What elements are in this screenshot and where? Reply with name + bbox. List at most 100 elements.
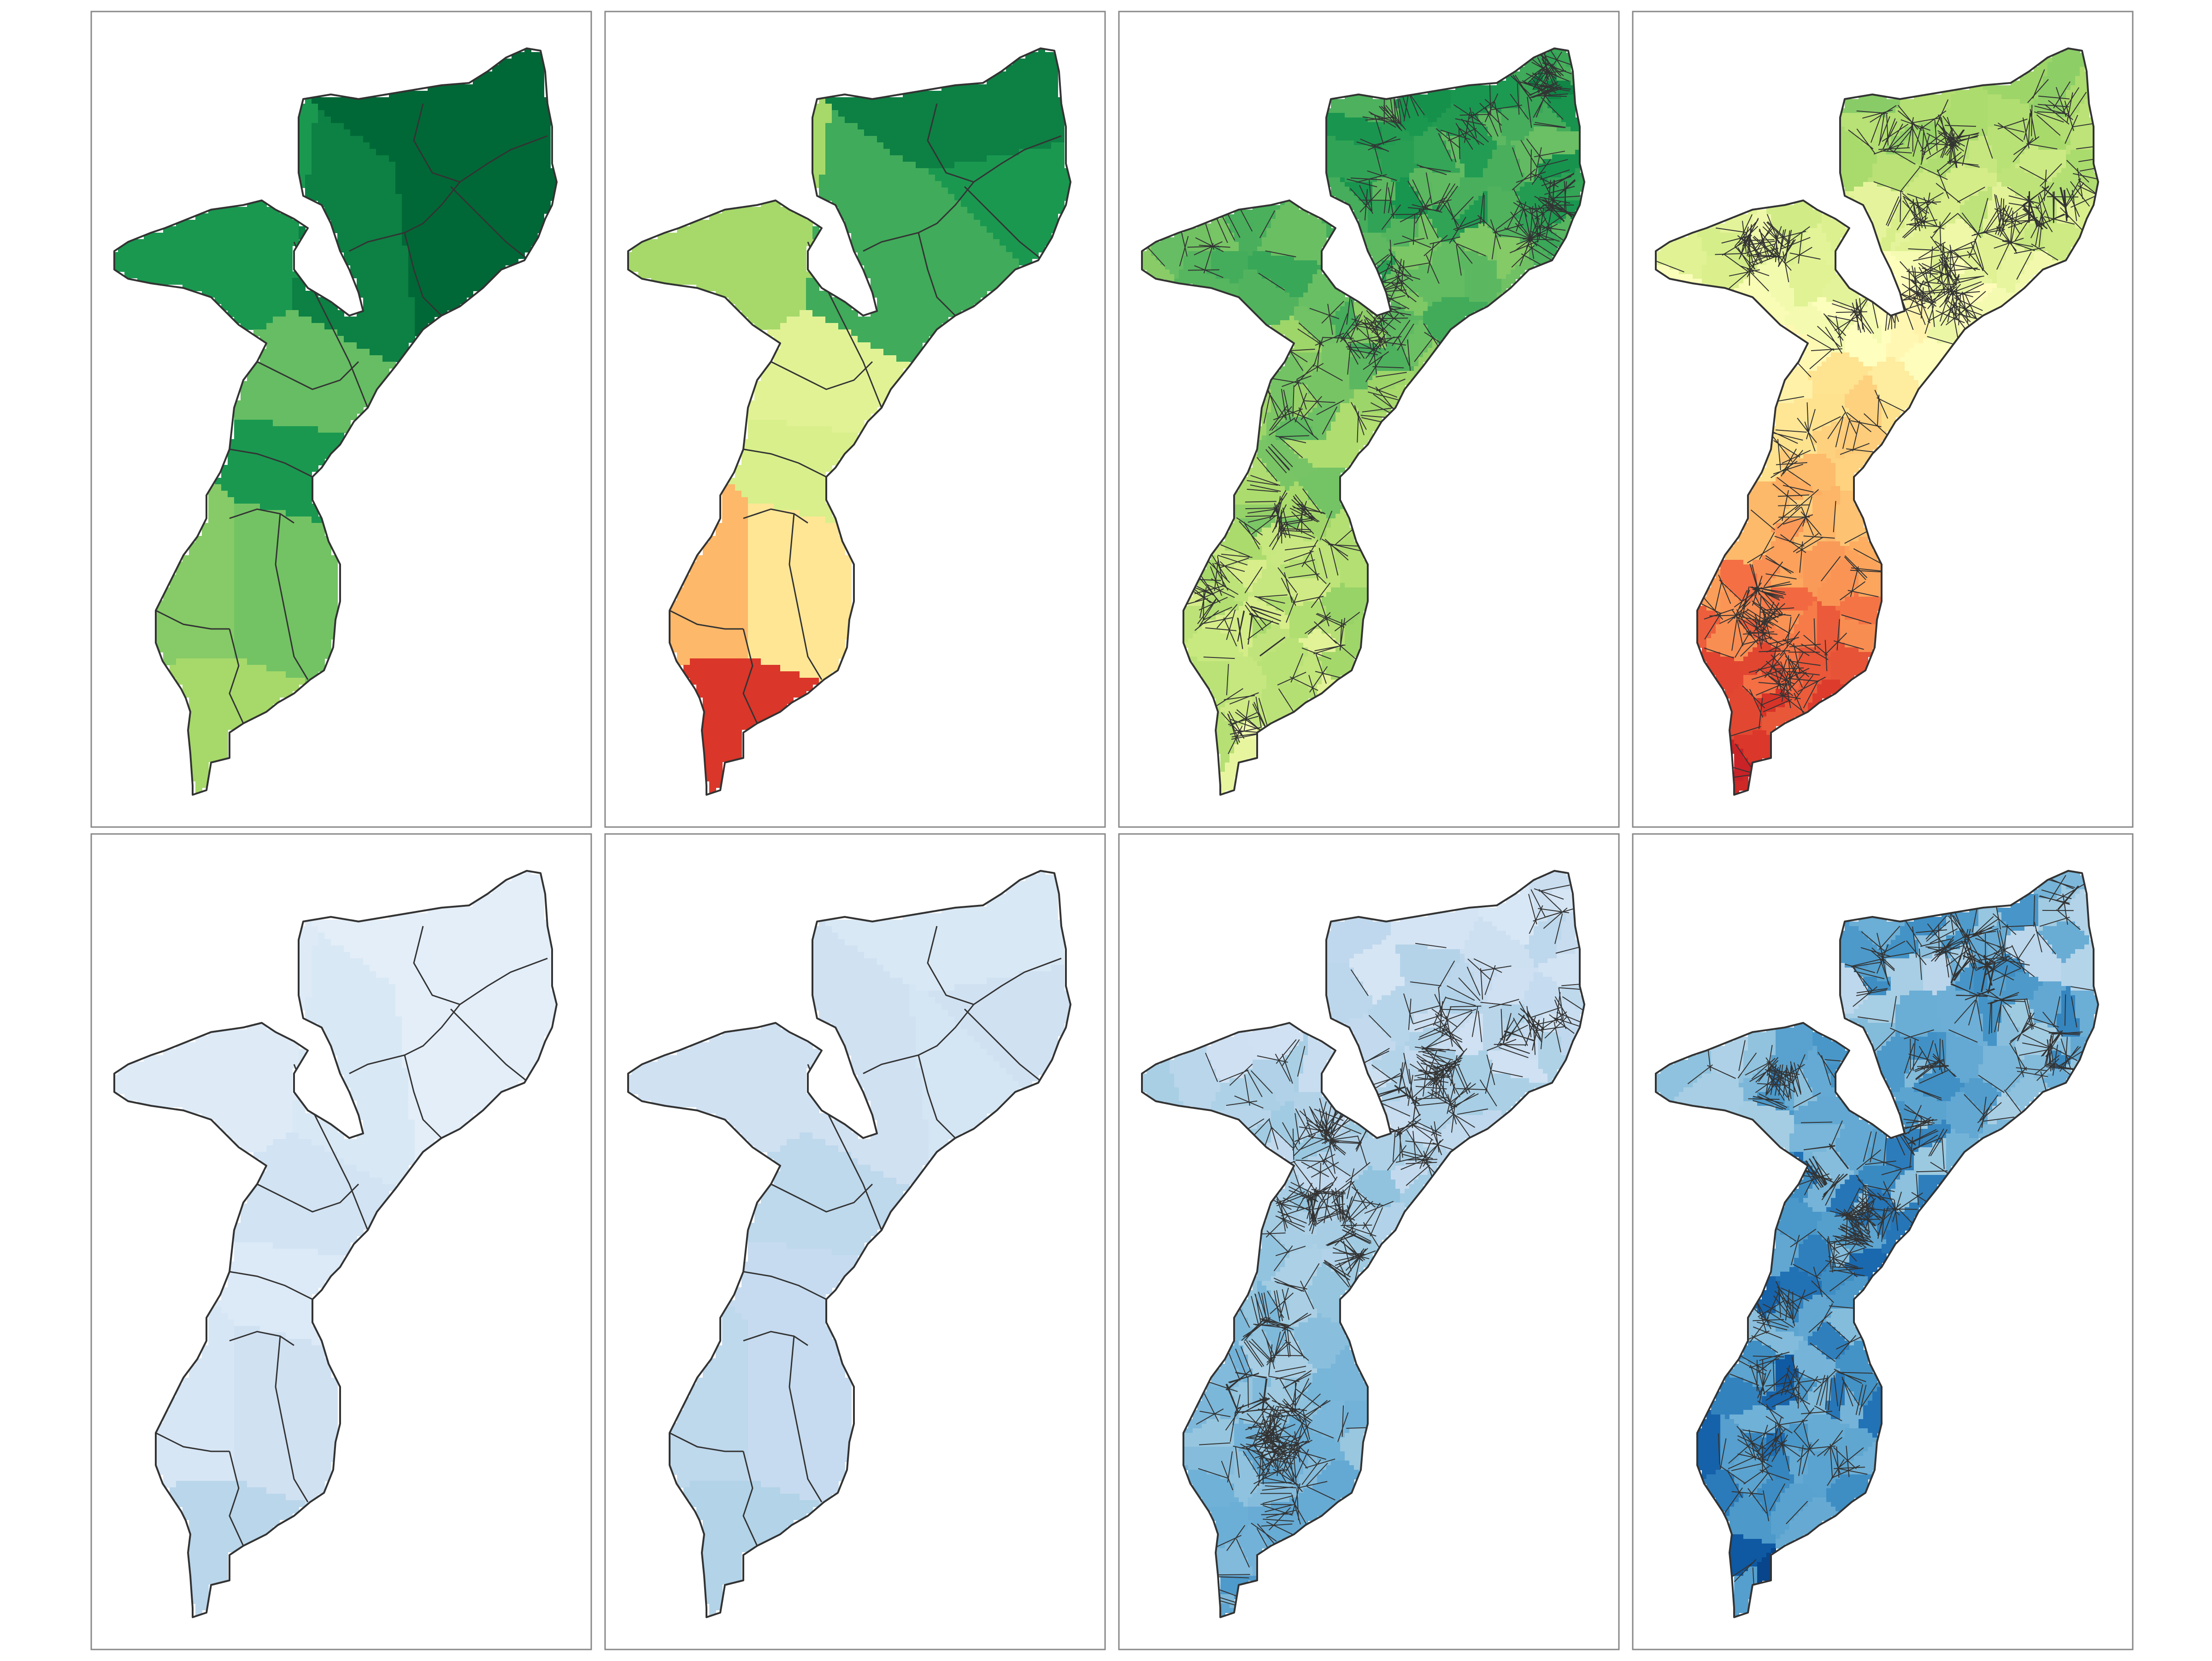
province-cell <box>851 149 858 156</box>
province-cell <box>273 600 280 607</box>
province-cell <box>279 226 286 233</box>
province-cell <box>1025 252 1032 259</box>
province-cell <box>215 246 222 252</box>
province-cell <box>941 265 948 272</box>
province-cell <box>331 149 338 156</box>
province-cell <box>537 149 544 156</box>
province-cell <box>228 278 235 285</box>
province-cell <box>370 297 377 304</box>
province-cell <box>370 194 377 201</box>
province-cell <box>929 265 935 272</box>
province-cell <box>247 652 254 659</box>
province-boundary <box>459 135 548 183</box>
province-cell <box>877 304 884 311</box>
province-cell <box>1006 136 1013 143</box>
province-cell <box>382 168 389 175</box>
province-cell <box>318 155 325 162</box>
province-boundary <box>450 186 529 261</box>
province-cell <box>800 233 806 240</box>
province-cell <box>748 433 755 440</box>
province-cell <box>877 181 884 188</box>
province-cell <box>318 413 325 420</box>
province-cell <box>967 213 974 220</box>
province-cell <box>1051 200 1058 207</box>
province-cell <box>395 329 402 336</box>
province-cell <box>382 226 389 233</box>
province-cell <box>748 310 755 317</box>
province-cell <box>903 162 910 169</box>
province-cell <box>421 200 428 207</box>
province-cell <box>434 258 441 265</box>
province-cell <box>215 252 222 259</box>
province-cell <box>722 271 729 278</box>
province-cell <box>780 413 787 420</box>
province-cell <box>787 433 794 440</box>
province-cell <box>157 258 164 265</box>
province-cell <box>370 304 377 311</box>
province-cell <box>838 355 845 362</box>
province-cell <box>858 129 865 136</box>
province-cell <box>806 297 813 304</box>
province-cell <box>305 529 312 536</box>
province-cell <box>305 626 312 633</box>
province-cell <box>858 168 865 175</box>
province-cell <box>845 342 852 349</box>
province-cell <box>825 175 832 182</box>
province-cell <box>812 317 819 323</box>
province-cell <box>974 200 981 207</box>
province-cell <box>961 104 968 111</box>
province-cell <box>318 362 325 369</box>
province-cell <box>806 407 813 414</box>
province-cell <box>421 258 428 265</box>
province-cell <box>819 368 826 375</box>
province-cell <box>441 123 447 130</box>
province-cell <box>312 562 318 569</box>
province-cell <box>903 188 910 194</box>
province-cell <box>382 323 389 330</box>
province-cell <box>987 110 994 117</box>
province-cell <box>774 297 781 304</box>
province-cell <box>864 407 871 414</box>
province-cell <box>324 142 331 149</box>
province-cell <box>748 426 755 433</box>
province-cell <box>825 317 832 323</box>
province-cell <box>292 581 299 588</box>
province-cell <box>292 671 299 678</box>
province-cell <box>299 587 306 594</box>
province-cell <box>512 123 518 130</box>
province-cell <box>896 362 903 369</box>
province-cell <box>741 220 748 227</box>
province-cell <box>896 117 903 123</box>
province-cell <box>273 297 280 304</box>
province-cell <box>215 594 222 601</box>
province-cell <box>292 226 299 233</box>
province-cell <box>774 317 781 323</box>
province-cell <box>806 381 813 388</box>
province-cell <box>453 142 460 149</box>
province-cell <box>1006 213 1013 220</box>
province-cell <box>1058 162 1065 169</box>
province-cell <box>658 265 665 272</box>
province-cell <box>903 323 910 330</box>
province-cell <box>253 258 260 265</box>
province-cell <box>208 620 215 627</box>
province-cell <box>370 129 377 136</box>
province-cell <box>228 258 235 265</box>
province-cell <box>292 329 299 336</box>
province-cell <box>402 310 409 317</box>
province-cell <box>1025 181 1032 188</box>
province-cell <box>832 452 839 459</box>
province-cell <box>499 136 506 143</box>
province-cell <box>518 59 525 65</box>
province-cell <box>935 284 942 291</box>
province-cell <box>492 123 499 130</box>
province-cell <box>864 355 871 362</box>
province-cell <box>421 271 428 278</box>
province-cell <box>228 555 235 562</box>
province-cell <box>916 278 923 285</box>
province-cell <box>825 162 832 169</box>
province-cell <box>421 129 428 136</box>
province-cell <box>428 142 435 149</box>
province-cell <box>428 213 435 220</box>
province-cell <box>941 117 948 123</box>
